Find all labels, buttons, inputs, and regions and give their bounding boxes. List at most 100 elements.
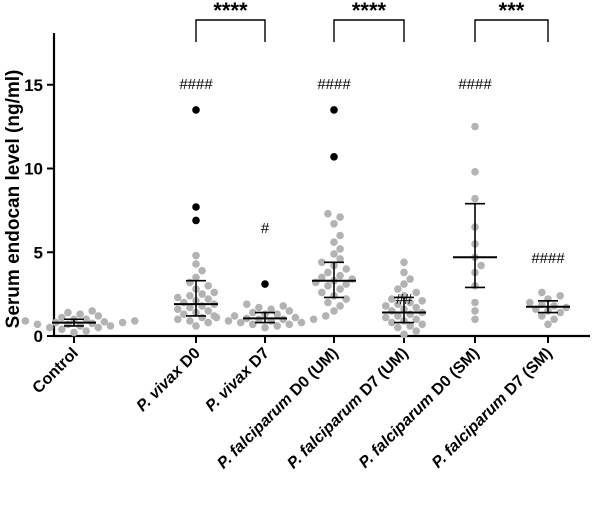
data-point [556,292,564,300]
significance-hash: ## [396,291,413,308]
data-point [348,275,357,283]
x-category-label: P. falciparum D0 (SM) [356,345,483,472]
x-category-label: Control [30,345,82,397]
data-point [336,213,344,221]
y-axis-title: Serum endocan level (ng/ml) [3,70,24,329]
data-point [538,312,546,320]
data-point [198,313,206,322]
data-point [336,255,344,263]
data-point [400,330,408,339]
data-point [174,305,182,314]
data-point [556,308,564,317]
data-point [324,298,332,307]
data-point [198,290,206,298]
data-point [94,323,103,332]
data-point [76,310,84,319]
data-point [174,315,182,324]
data-point [400,258,408,267]
data-point [336,271,344,280]
data-point [224,317,233,325]
data-point [204,307,212,315]
data-point [118,318,127,327]
data-point [186,303,194,312]
data-point [400,268,408,277]
data-point [186,317,194,325]
data-point [336,245,344,253]
data-points [21,106,570,339]
category-suffix: D7 (SM) [499,345,556,402]
data-point [412,327,421,335]
data-point [330,307,338,315]
data-point [330,220,338,228]
species-name: P. vivax [134,362,187,415]
data-point [267,305,275,314]
data-point [322,312,330,320]
data-point [382,313,390,322]
category-suffix: Control [30,345,82,397]
data-point [412,288,421,297]
data-point [192,273,200,282]
data-point [261,323,269,332]
data-point [82,327,90,335]
data-point [324,282,332,290]
category-suffix: D7 (UM) [354,345,412,403]
data-point [342,280,351,288]
data-point [412,315,421,324]
x-category-label: P. falciparum D7 (UM) [284,345,412,473]
outlier-point [192,216,200,225]
data-point [388,295,396,303]
data-point [186,278,194,287]
data-point [64,308,72,317]
data-point [131,317,139,325]
data-point [330,238,338,246]
data-point [273,322,282,330]
comparison-bracket [474,19,549,42]
data-point [21,317,30,325]
data-point [471,168,479,176]
y-tick-label: 10 [24,160,43,179]
data-point [192,251,200,260]
data-point [418,320,427,329]
data-point [406,275,414,283]
data-point [471,122,479,131]
species-name: P. falciparum [284,391,366,473]
data-point [180,310,188,319]
x-category-label: P. vivax D7 [203,345,273,415]
data-point [318,273,326,282]
species-name: P. vivax [203,362,256,415]
comparison-bracket [195,19,266,42]
data-point [324,209,332,218]
data-point [394,300,402,309]
category-suffix: D0 (SM) [426,345,483,402]
data-point [471,315,479,324]
outlier-point [261,280,269,288]
data-point [285,307,294,315]
significance-hash: # [261,220,270,237]
data-point [186,292,194,300]
species-name: P. falciparum [429,390,511,472]
data-point [192,322,200,330]
data-point [342,295,351,303]
data-point [471,298,479,307]
data-point [204,295,212,303]
data-point [388,307,396,315]
significance-hash: #### [458,76,492,93]
data-point [255,303,263,312]
data-point [309,315,318,324]
data-point [100,318,109,326]
data-point [236,318,245,327]
data-point [418,297,427,305]
data-point [330,250,338,258]
outlier-point [192,106,200,114]
data-point [249,320,257,329]
data-point [94,312,103,320]
comparison-bracket [333,19,405,42]
data-point [249,308,257,317]
data-point [285,320,294,329]
significance-stars: *** [499,0,525,23]
category-suffix: D0 (UM) [284,345,342,403]
data-point [388,318,396,327]
data-point [291,313,300,322]
